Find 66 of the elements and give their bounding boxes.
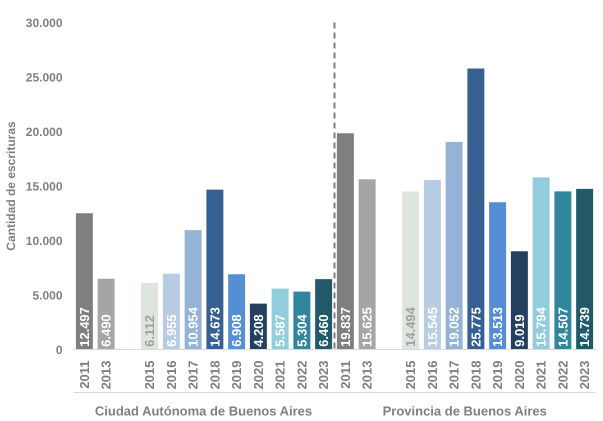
x-tick-label: 2023 <box>577 360 592 390</box>
x-tick-label: 2023 <box>316 360 332 390</box>
x-tick-label: 2019 <box>229 360 244 390</box>
x-tick-label: 2013 <box>98 360 114 390</box>
data-label: 6.460 <box>316 314 332 347</box>
bar <box>76 213 93 350</box>
data-label: 13.513 <box>490 307 506 347</box>
x-tick-label: 2015 <box>403 360 418 390</box>
x-tick-label: 2018 <box>207 360 222 390</box>
x-tick-label: 2019 <box>490 360 506 390</box>
data-label: 14.739 <box>577 307 592 347</box>
data-label: 9.019 <box>512 314 527 347</box>
y-tick-label: 10.000 <box>26 234 63 248</box>
y-tick-label: 20.000 <box>26 125 63 139</box>
data-label: 5.304 <box>294 314 310 347</box>
data-label: 12.497 <box>76 307 92 347</box>
data-label: 19.837 <box>338 307 353 347</box>
data-label: 5.587 <box>272 314 288 347</box>
bar <box>554 191 572 350</box>
x-tick-label: 2015 <box>142 360 158 390</box>
x-tick-label: 2016 <box>164 360 179 390</box>
y-tick-label: 15.000 <box>26 180 63 194</box>
bar <box>206 190 224 350</box>
bar <box>446 142 463 350</box>
y-tick-label: 0 <box>56 343 63 357</box>
text: Ciudad Autónoma de Buenos Aires <box>94 404 312 418</box>
data-label: 15.794 <box>534 306 549 347</box>
data-label: 6.112 <box>142 315 158 347</box>
y-tick-label: 25.000 <box>26 70 63 84</box>
data-label: 19.052 <box>446 307 462 347</box>
x-tick-label: 2011 <box>76 360 92 389</box>
x-tick-label: 2020 <box>250 360 266 390</box>
x-tick-label: 2020 <box>512 360 527 390</box>
bar <box>358 179 376 350</box>
bar <box>489 202 506 350</box>
x-tick-label: 2018 <box>468 360 484 390</box>
x-tick-label: 2016 <box>424 360 440 390</box>
text: Provincia de Buenos Aires <box>382 404 547 418</box>
y-axis-title: Cantidad de escrituras <box>4 120 18 251</box>
x-tick-label: 2021 <box>272 360 288 390</box>
data-label: 10.954 <box>186 306 201 347</box>
x-tick-label: 2013 <box>360 360 375 390</box>
y-tick-label: 30.000 <box>26 16 63 30</box>
x-tick-label: 2021 <box>534 360 549 390</box>
x-tick-label: 2017 <box>446 360 462 390</box>
data-label: 4.208 <box>250 314 266 347</box>
data-label: 14.494 <box>403 306 418 347</box>
data-label: 15.545 <box>424 307 440 347</box>
x-tick-label: 2022 <box>294 360 310 390</box>
data-label: 6.490 <box>98 314 114 347</box>
x-tick-label: 2017 <box>186 360 201 390</box>
data-label: 14.507 <box>555 307 570 347</box>
bar <box>184 230 202 350</box>
bar <box>424 180 441 350</box>
data-label: 14.673 <box>207 307 222 347</box>
bar <box>467 68 484 350</box>
x-tick-label: 2022 <box>555 360 570 390</box>
data-label: 6.955 <box>164 314 179 347</box>
data-label: 25.775 <box>468 307 484 347</box>
x-tick-label: 2011 <box>338 360 353 389</box>
bar <box>510 251 528 350</box>
bar <box>532 177 550 350</box>
data-label: 15.625 <box>360 307 375 347</box>
data-label: 6.908 <box>229 314 244 347</box>
y-tick-label: 5.000 <box>32 288 63 302</box>
bar <box>576 188 594 350</box>
